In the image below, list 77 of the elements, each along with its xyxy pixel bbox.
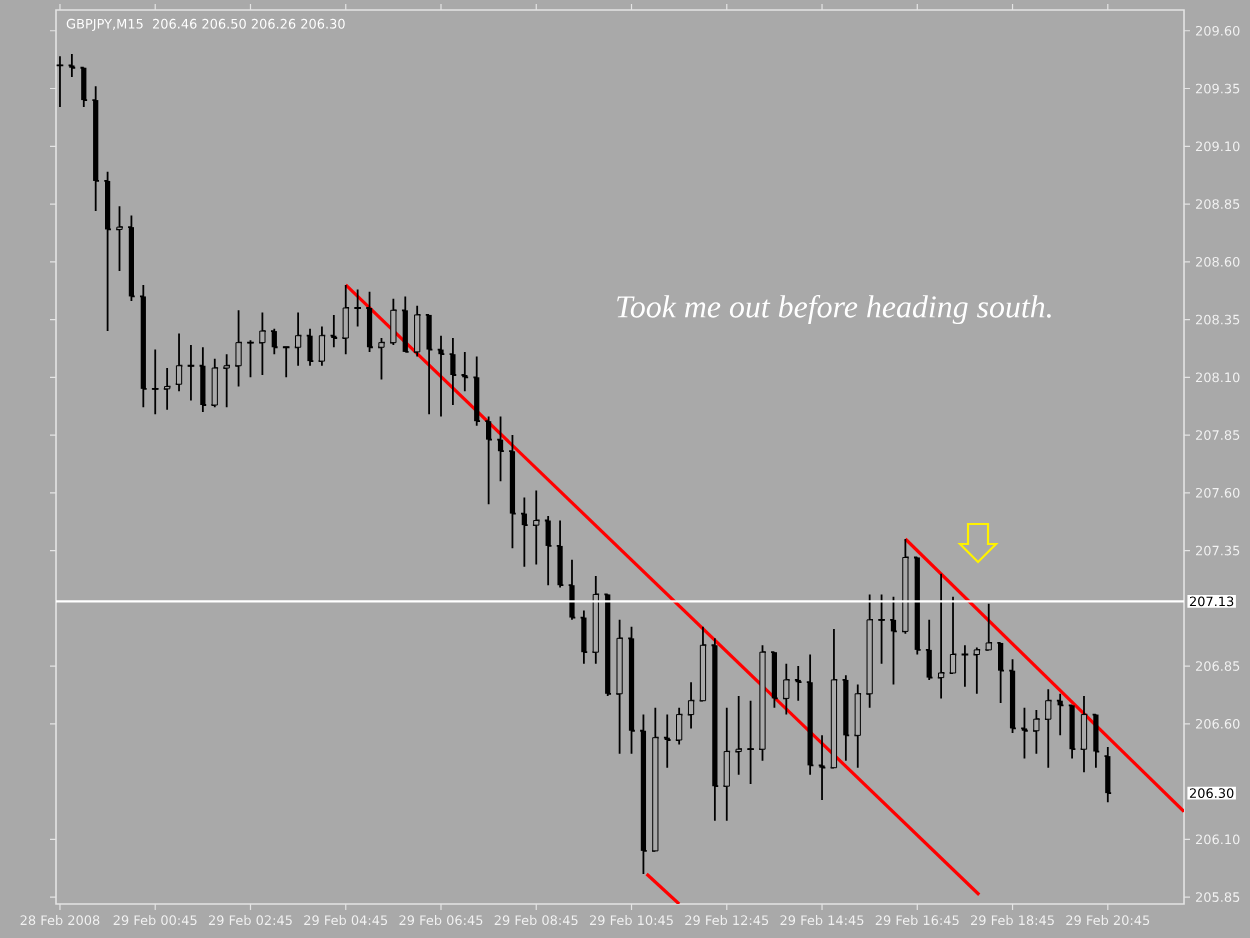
candlestick xyxy=(115,205,124,272)
candlestick xyxy=(1105,746,1111,804)
candlestick xyxy=(854,683,861,769)
candlestick xyxy=(81,66,87,108)
candlestick xyxy=(1020,706,1029,760)
candlestick xyxy=(1033,709,1040,755)
candlestick xyxy=(843,674,849,762)
candlestick xyxy=(676,706,683,746)
candlestick xyxy=(926,618,932,681)
candlestick xyxy=(771,651,778,709)
candlestick xyxy=(699,625,707,702)
candlestick xyxy=(211,357,218,409)
candlestick xyxy=(985,602,992,651)
candlestick xyxy=(902,538,909,635)
candlestick xyxy=(998,642,1004,704)
candlestick xyxy=(175,332,183,393)
candlestick xyxy=(1093,713,1099,769)
candlestick xyxy=(271,327,277,356)
candlestick xyxy=(414,304,421,358)
candlestick xyxy=(723,706,730,822)
candlestick xyxy=(759,644,766,762)
candlestick xyxy=(866,593,873,709)
candlestick xyxy=(783,662,790,716)
candlestick xyxy=(1080,695,1088,774)
candlestick xyxy=(973,646,980,695)
candlestick xyxy=(581,609,587,665)
candlestick xyxy=(890,595,897,686)
candlestick xyxy=(235,309,242,388)
candlestick xyxy=(497,415,504,483)
candlestick xyxy=(937,572,945,700)
candlestick xyxy=(807,653,813,776)
candlestick xyxy=(640,713,647,875)
candlestick xyxy=(914,556,920,656)
candlestick xyxy=(378,337,385,381)
candlestick xyxy=(353,288,362,328)
candlestick xyxy=(318,325,326,367)
candlestick xyxy=(307,327,313,367)
candlestick xyxy=(1045,688,1052,769)
candlestick xyxy=(877,593,886,665)
candlestick xyxy=(486,415,492,506)
candlestick xyxy=(259,311,266,376)
candlestick xyxy=(628,625,635,755)
candlestick xyxy=(140,283,146,409)
candlestick xyxy=(830,628,838,769)
candlestick xyxy=(104,170,111,332)
candlestick xyxy=(200,346,206,413)
candlestick xyxy=(687,681,695,730)
candlestick xyxy=(162,367,172,411)
candlestick xyxy=(557,519,563,589)
annotation: Took me out before heading south. xyxy=(617,294,1051,325)
candlestick xyxy=(294,311,302,367)
candlestick xyxy=(474,355,480,427)
candlestick xyxy=(521,496,527,568)
candlestick xyxy=(569,558,575,621)
candlestick xyxy=(712,637,718,822)
candlestick xyxy=(817,734,827,801)
candlestick xyxy=(426,314,432,416)
candlestick xyxy=(366,290,373,353)
candlestick xyxy=(509,434,516,550)
candlestick xyxy=(545,515,551,587)
candlestick xyxy=(616,618,623,755)
candlestick xyxy=(128,214,135,302)
candlestick xyxy=(949,595,957,674)
candlestick xyxy=(390,297,397,346)
candlestick xyxy=(450,337,456,406)
candlestick xyxy=(533,489,540,566)
candlestick xyxy=(605,593,611,697)
candlestick xyxy=(1069,704,1075,760)
candlestick xyxy=(592,575,599,665)
candlestick xyxy=(1009,658,1016,734)
candlestick xyxy=(652,706,659,852)
candlestick xyxy=(222,353,231,409)
candlestick xyxy=(342,283,349,356)
candlestick xyxy=(734,695,743,776)
candlestick xyxy=(93,85,99,212)
candlestick xyxy=(438,334,444,418)
candlestick xyxy=(402,295,408,353)
